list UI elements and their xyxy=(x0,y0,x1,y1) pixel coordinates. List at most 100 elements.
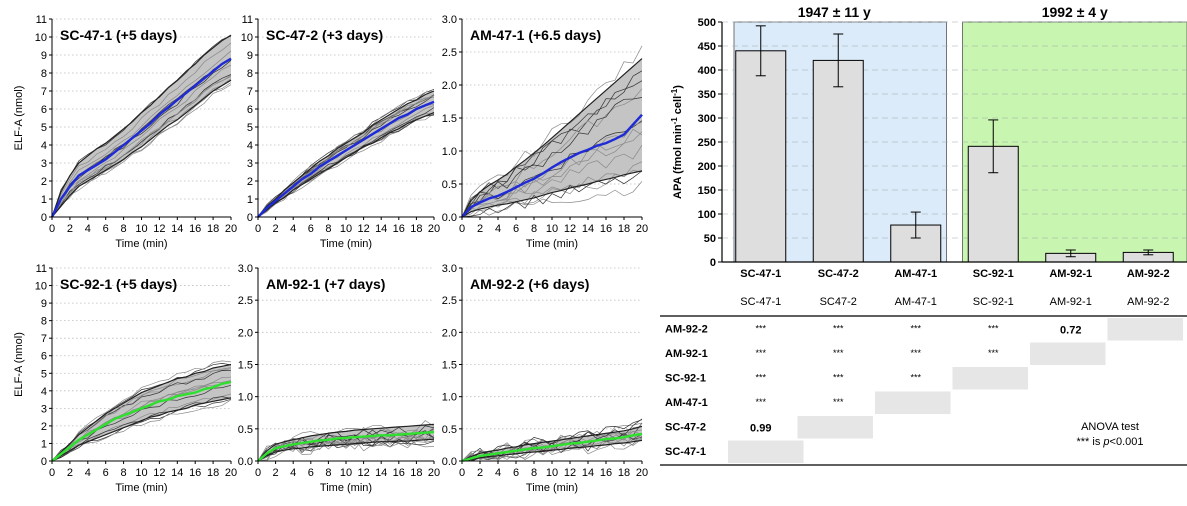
replicate-line xyxy=(51,76,232,218)
line-panel: 0.0 0.5 1.0 1.5 2.0 2.5 3.0 0 2 4 6 8 10 12 14 16 18 20 AM… xyxy=(442,14,648,250)
x-tick-label: 8 xyxy=(325,467,331,479)
band-edge xyxy=(257,112,435,218)
x-tick-label: 4 xyxy=(495,467,501,479)
table-cell: *** xyxy=(755,397,766,407)
x-tick-label: 2 xyxy=(67,223,73,235)
x-tick-label: 14 xyxy=(582,223,594,235)
band-edge xyxy=(257,438,435,462)
y-tick-label: 100 xyxy=(698,209,716,221)
x-tick-label: 10 xyxy=(340,467,352,479)
note-part: *** xyxy=(1077,436,1093,448)
y-tick-label: 1.5 xyxy=(442,360,457,372)
band-edge xyxy=(51,363,232,462)
replicate-line xyxy=(51,60,232,218)
x-tick-label: 16 xyxy=(600,467,612,479)
x-tick-label: 2 xyxy=(477,467,483,479)
x-tick-label: 12 xyxy=(153,467,165,479)
x-tick-label: 14 xyxy=(171,223,183,235)
column-header: AM-92-1 xyxy=(1050,296,1092,308)
y-tick-label: 0 xyxy=(41,212,47,224)
replicate-line xyxy=(461,88,643,218)
table-cell: *** xyxy=(910,372,921,382)
x-tick-label: 12 xyxy=(357,223,369,235)
x-tick-label: 6 xyxy=(513,467,519,479)
bar xyxy=(812,59,864,263)
table-cell: *** xyxy=(755,323,766,333)
y-tick-label: 10 xyxy=(35,32,47,44)
table-cell: *** xyxy=(833,323,844,333)
row-label: SC-47-1 xyxy=(665,446,706,458)
table-cell: *** xyxy=(910,348,921,358)
label-part: cell xyxy=(672,96,684,117)
y-tick-label: 1.5 xyxy=(442,113,457,125)
y-tick-label: 0.5 xyxy=(442,179,457,191)
column-header: AM-47-1 xyxy=(895,296,937,308)
x-tick-label: 16 xyxy=(189,223,201,235)
y-tick-label: 11 xyxy=(36,14,47,26)
y-tick-label: 150 xyxy=(698,185,716,197)
y-tick-label: 450 xyxy=(698,41,716,53)
y-axis-label: ELF-A (nmol) xyxy=(13,332,25,397)
y-tick-label: 50 xyxy=(704,233,716,245)
line-panel: 0.0 0.5 1.0 1.5 2.0 2.5 3.0 0 2 4 6 8 10 12 14 16 18 20 AM… xyxy=(442,263,648,494)
replicate-line xyxy=(461,145,643,218)
y-tick-label: 2.5 xyxy=(442,295,457,307)
panel-title: AM-47-1 (+6.5 days) xyxy=(470,27,601,43)
y-axis-label: APA (fmol min-1 cell-1) xyxy=(670,85,685,199)
mean-line xyxy=(461,113,643,218)
x-tick-label: 4 xyxy=(290,467,296,479)
band-edge xyxy=(257,90,435,218)
y-tick-label: 10 xyxy=(241,32,253,44)
mean-line xyxy=(257,430,435,462)
y-tick-label: 1.0 xyxy=(238,392,253,404)
column-header: SC47-2 xyxy=(820,296,857,308)
diagonal-cell xyxy=(728,440,804,463)
x-tick-label: 6 xyxy=(103,223,109,235)
y-tick-label: 1 xyxy=(41,194,47,206)
x-tick-label: 20 xyxy=(225,223,237,235)
mean-line xyxy=(257,100,435,218)
band-edge xyxy=(461,170,643,218)
y-tick-label: 350 xyxy=(698,89,716,101)
x-tick-label: 0 xyxy=(49,223,55,235)
x-tick-label: 8 xyxy=(531,223,537,235)
y-tick-label: 0.5 xyxy=(238,424,253,436)
y-tick-label: 2.5 xyxy=(442,47,457,59)
y-tick-label: 3.0 xyxy=(442,263,457,275)
row-label: AM-92-1 xyxy=(665,348,708,360)
y-tick-label: 3 xyxy=(41,158,47,170)
diagonal-cell xyxy=(875,391,951,414)
y-tick-label: 2.0 xyxy=(238,327,253,339)
x-tick-label: 12 xyxy=(153,223,165,235)
mean-line xyxy=(51,380,232,462)
diagonal-cell xyxy=(797,416,873,439)
replicate-line xyxy=(461,120,643,218)
y-tick-label: 2.0 xyxy=(442,327,457,339)
panel-title: AM-92-2 (+6 days) xyxy=(470,276,589,292)
label-part: APA (fmol min xyxy=(672,124,684,199)
band-edge xyxy=(461,425,643,462)
x-tick-label: 6 xyxy=(513,223,519,235)
x-axis-label: Time (min) xyxy=(320,482,372,494)
y-tick-label: 5 xyxy=(41,122,47,134)
x-axis-label: Time (min) xyxy=(115,238,167,250)
y-axis-label: ELF-A (nmol) xyxy=(13,86,25,151)
replicate-line xyxy=(257,112,435,218)
band-edge xyxy=(51,79,232,218)
x-tick-label: 6 xyxy=(308,223,314,235)
replicate-line xyxy=(51,398,232,462)
replicate-line xyxy=(51,64,232,218)
x-tick-label: 4 xyxy=(85,223,91,235)
y-tick-label: 11 xyxy=(242,14,253,26)
group-label: 1992 ± 4 y xyxy=(1042,4,1108,20)
table-cell: *** xyxy=(833,372,844,382)
panel-title: SC-92-1 (+5 days) xyxy=(60,276,177,292)
line-panel: 0.0 0.5 1.0 1.5 2.0 2.5 3.0 0 2 4 6 8 10 12 14 16 18 20 AM… xyxy=(238,263,440,494)
x-tick-label: 20 xyxy=(428,467,440,479)
diagonal-cell xyxy=(1107,318,1183,341)
replicate-line xyxy=(51,75,232,218)
x-tick-label: 18 xyxy=(207,467,219,479)
